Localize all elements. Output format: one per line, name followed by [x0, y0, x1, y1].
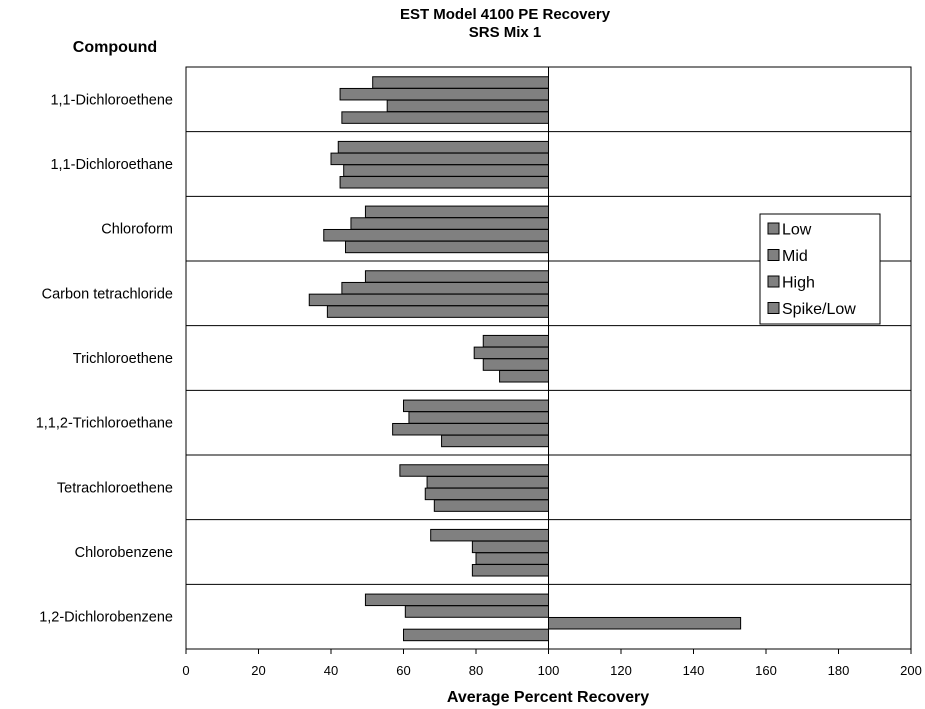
category-label: Tetrachloroethene — [57, 480, 173, 496]
x-tick-label: 200 — [900, 663, 922, 678]
bar-mid — [339, 87, 549, 101]
bar-spike-low — [433, 499, 549, 512]
legend-label: Low — [782, 222, 812, 239]
category-label: 1,1,2-Trichloroethane — [36, 416, 173, 432]
bar-low — [364, 593, 549, 607]
category-header: Compound — [73, 39, 157, 56]
category-label: 1,1-Dichloroethene — [50, 92, 173, 108]
bar-spike-low — [326, 305, 549, 318]
bar-low — [337, 140, 549, 154]
bar-mid — [408, 411, 549, 424]
bar-high — [343, 164, 549, 177]
x-tick-label: 100 — [538, 663, 560, 678]
bar-spike-low — [339, 176, 549, 189]
bar-high — [482, 358, 549, 371]
chart-title: EST Model 4100 PE Recovery — [400, 6, 611, 23]
x-tick-label: 160 — [755, 663, 777, 678]
bar-spike-low — [499, 370, 549, 383]
x-tick-label: 60 — [396, 663, 410, 678]
bar-high — [392, 422, 549, 436]
bar-mid — [341, 281, 549, 295]
bar-spike-low — [341, 111, 549, 124]
bar-spike-low — [403, 628, 549, 642]
bar-high — [548, 616, 742, 630]
legend-label: High — [782, 275, 815, 292]
legend-swatch — [767, 222, 780, 235]
bar-low — [403, 399, 549, 413]
bar-high — [308, 293, 549, 307]
category-label: Trichloroethene — [73, 351, 173, 367]
category-label: 1,2-Dichlorobenzene — [39, 610, 173, 626]
x-tick-label: 20 — [251, 663, 265, 678]
bar-mid — [473, 346, 549, 360]
bar-low — [364, 270, 549, 283]
bar-mid — [471, 540, 549, 554]
bar-high — [323, 228, 549, 242]
category-label: Chloroform — [101, 222, 173, 238]
legend-swatch — [767, 302, 780, 314]
bar-spike-low — [441, 434, 549, 448]
bar-low — [372, 76, 549, 89]
chart-subtitle: SRS Mix 1 — [469, 24, 542, 41]
x-tick-label: 140 — [683, 663, 705, 678]
bar-high — [424, 487, 549, 501]
bar-low — [399, 464, 549, 477]
x-tick-label: 0 — [182, 663, 189, 678]
bar-mid — [404, 605, 549, 618]
x-tick-label: 120 — [610, 663, 632, 678]
legend-box — [759, 213, 881, 325]
bar-high — [386, 99, 549, 113]
legend-label: Mid — [782, 248, 808, 265]
bar-mid — [426, 475, 549, 489]
legend: Low Mid High Spike/Low — [759, 213, 881, 325]
legend-label: Spike/Low — [782, 301, 856, 318]
bar-spike-low — [471, 564, 549, 577]
category-label: Chlorobenzene — [75, 545, 173, 561]
x-tick-label: 80 — [469, 663, 483, 678]
bar-mid — [350, 217, 549, 230]
category-label: Carbon tetrachloride — [42, 286, 173, 302]
x-tick-label: 180 — [828, 663, 850, 678]
bar-low — [482, 334, 549, 348]
x-axis-title: Average Percent Recovery — [447, 689, 649, 706]
bar-spike-low — [345, 240, 549, 254]
x-tick-label: 40 — [324, 663, 338, 678]
bar-low — [430, 528, 549, 542]
legend-swatch — [767, 249, 780, 261]
bar-low — [364, 205, 549, 219]
bar-high — [475, 552, 549, 565]
bar-mid — [330, 152, 549, 166]
category-label: 1,1-Dichloroethane — [50, 157, 173, 173]
legend-swatch — [767, 275, 780, 288]
